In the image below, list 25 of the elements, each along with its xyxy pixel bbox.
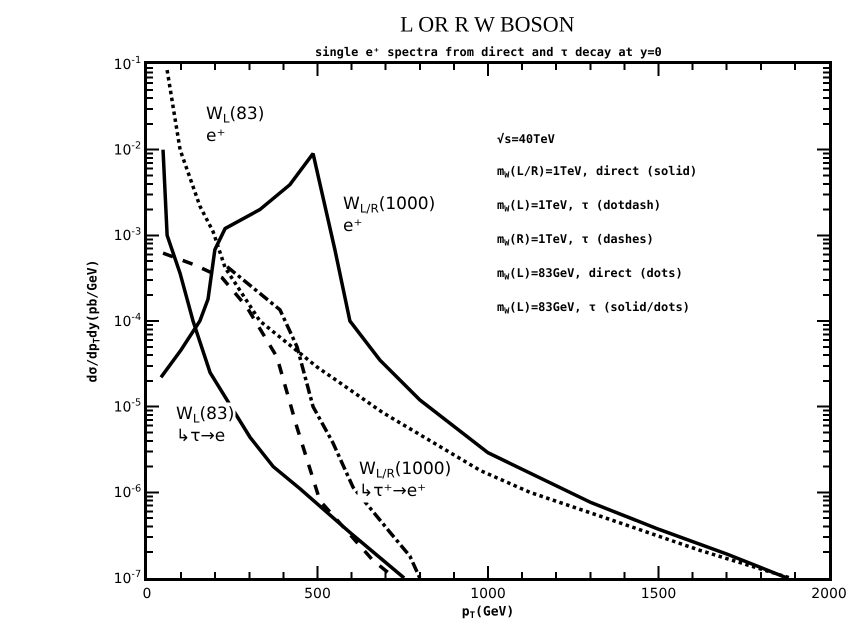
y-tick-label: 10$^{-7}$ bbox=[114, 569, 142, 587]
annotation: W$_{L}$(83) ↳τ→e bbox=[176, 404, 234, 446]
x-tick-label: 500 bbox=[304, 586, 331, 602]
y-tick-label: 10$^{-2}$ bbox=[114, 140, 142, 159]
annotation: m$_{W}$(L)=83GeV, direct (dots) bbox=[497, 266, 683, 282]
annotation: m$_{W}$(R)=1TeV, τ (dashes) bbox=[497, 232, 654, 248]
annotation: W$_{L/R}$(1000) ↳τ⁺→e⁺ bbox=[359, 459, 452, 502]
annotation: m$_{W}$(L)=1TeV, τ (dotdash) bbox=[497, 198, 661, 214]
y-tick-label: 10$^{-6}$ bbox=[114, 483, 142, 502]
x-tick-label: 2000 bbox=[811, 586, 847, 602]
y-tick-label: 10$^{-4}$ bbox=[114, 312, 142, 330]
x-tick-label: 1000 bbox=[470, 586, 506, 602]
chart-title: L OR R W BOSON bbox=[400, 11, 575, 36]
y-tick-label: 10$^{-1}$ bbox=[114, 55, 142, 73]
annotation: W$_{L}$(83) e⁺ bbox=[206, 104, 264, 146]
annotation: W$_{L/R}$(1000) e⁺ bbox=[343, 194, 436, 236]
x-axis-title: p$_{T}$(GeV) bbox=[462, 604, 514, 622]
x-tick-label: 0 bbox=[142, 586, 152, 602]
y-tick-label: 10$^{-5}$ bbox=[114, 398, 142, 416]
chart-subtitle: single e⁺ spectra from direct and τ decay at y=0 bbox=[315, 45, 662, 59]
x-tick-label: 1500 bbox=[640, 586, 676, 602]
annotation: m$_{W}$(L)=83GeV, τ (solid/dots) bbox=[497, 300, 690, 316]
annotation: m$_{W}$(L/R)=1TeV, direct (solid) bbox=[497, 164, 698, 180]
annotation: √s=40TeV bbox=[497, 132, 555, 146]
y-tick-label: 10$^{-3}$ bbox=[114, 226, 142, 244]
